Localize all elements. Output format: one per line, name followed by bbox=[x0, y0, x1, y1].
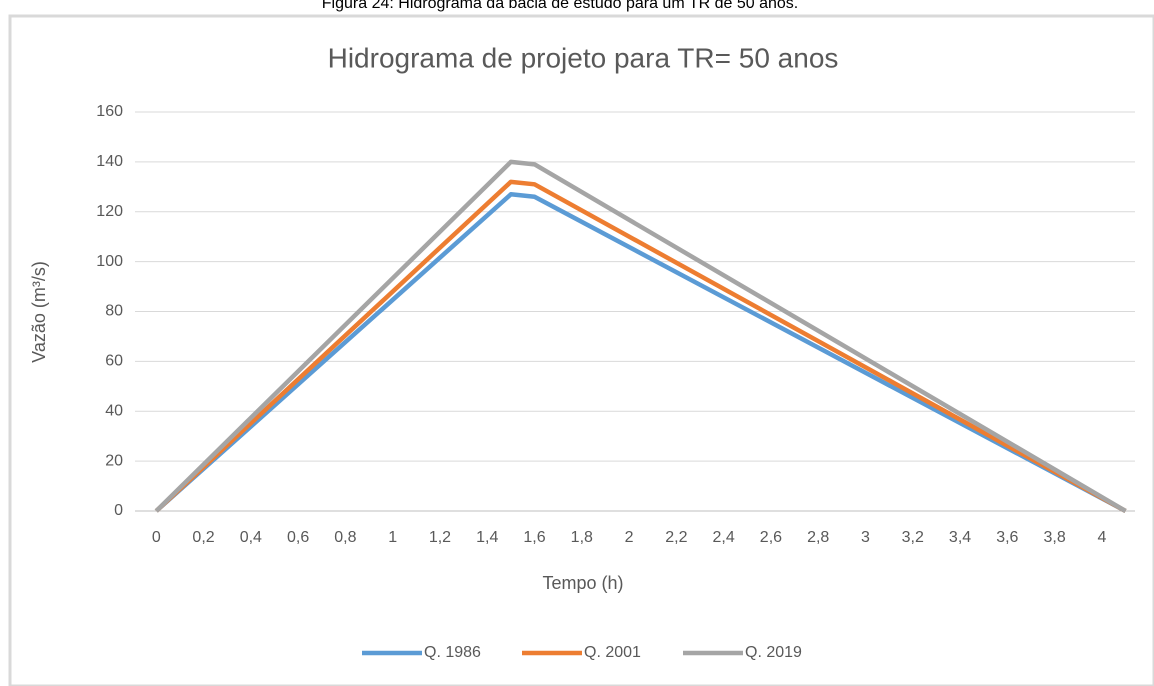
y-tick-label: 20 bbox=[105, 452, 123, 469]
y-tick-label: 120 bbox=[96, 203, 123, 220]
x-tick-label: 2,6 bbox=[760, 529, 782, 546]
y-axis-label: Vazão (m³/s) bbox=[29, 261, 49, 363]
legend-label: Q. 2001 bbox=[584, 644, 641, 661]
y-tick-label: 100 bbox=[96, 253, 123, 270]
x-tick-label: 3 bbox=[861, 529, 870, 546]
x-tick-label: 2 bbox=[625, 529, 634, 546]
chart-title: Hidrograma de projeto para TR= 50 anos bbox=[328, 42, 839, 73]
x-tick-label: 1,8 bbox=[571, 529, 593, 546]
series-line bbox=[154, 192, 1127, 513]
y-tick-label: 0 bbox=[114, 502, 123, 519]
x-tick-label: 2,8 bbox=[807, 529, 829, 546]
x-tick-label: 0 bbox=[152, 529, 161, 546]
legend-label: Q. 1986 bbox=[424, 644, 481, 661]
x-tick-label: 2,4 bbox=[713, 529, 735, 546]
x-tick-label: 1,6 bbox=[523, 529, 545, 546]
x-tick-label: 0,6 bbox=[287, 529, 309, 546]
x-tick-label: 1 bbox=[388, 529, 397, 546]
series-line bbox=[154, 179, 1127, 513]
chart-frame bbox=[8, 14, 1154, 686]
caption: Figura 24: Hidrograma da bacia de estudo… bbox=[322, 0, 798, 12]
x-tick-label: 3,2 bbox=[902, 529, 924, 546]
y-tick-label: 140 bbox=[96, 153, 123, 170]
x-tick-label: 0,8 bbox=[334, 529, 356, 546]
x-tick-label: 4 bbox=[1097, 529, 1106, 546]
y-tick-label: 60 bbox=[105, 353, 123, 370]
y-tick-label: 160 bbox=[96, 103, 123, 120]
legend-label: Q. 2019 bbox=[745, 644, 802, 661]
x-tick-label: 3,4 bbox=[949, 529, 971, 546]
series-line bbox=[154, 159, 1127, 513]
x-tick-label: 1,4 bbox=[476, 529, 498, 546]
y-tick-label: 80 bbox=[105, 303, 123, 320]
x-tick-label: 0,4 bbox=[240, 529, 262, 546]
x-tick-label: 3,6 bbox=[996, 529, 1018, 546]
x-tick-label: 2,2 bbox=[665, 529, 687, 546]
x-axis-label: Tempo (h) bbox=[542, 573, 623, 593]
x-tick-label: 0,2 bbox=[192, 529, 214, 546]
y-tick-label: 40 bbox=[105, 402, 123, 419]
x-tick-label: 1,2 bbox=[429, 529, 451, 546]
x-tick-label: 3,8 bbox=[1043, 529, 1065, 546]
